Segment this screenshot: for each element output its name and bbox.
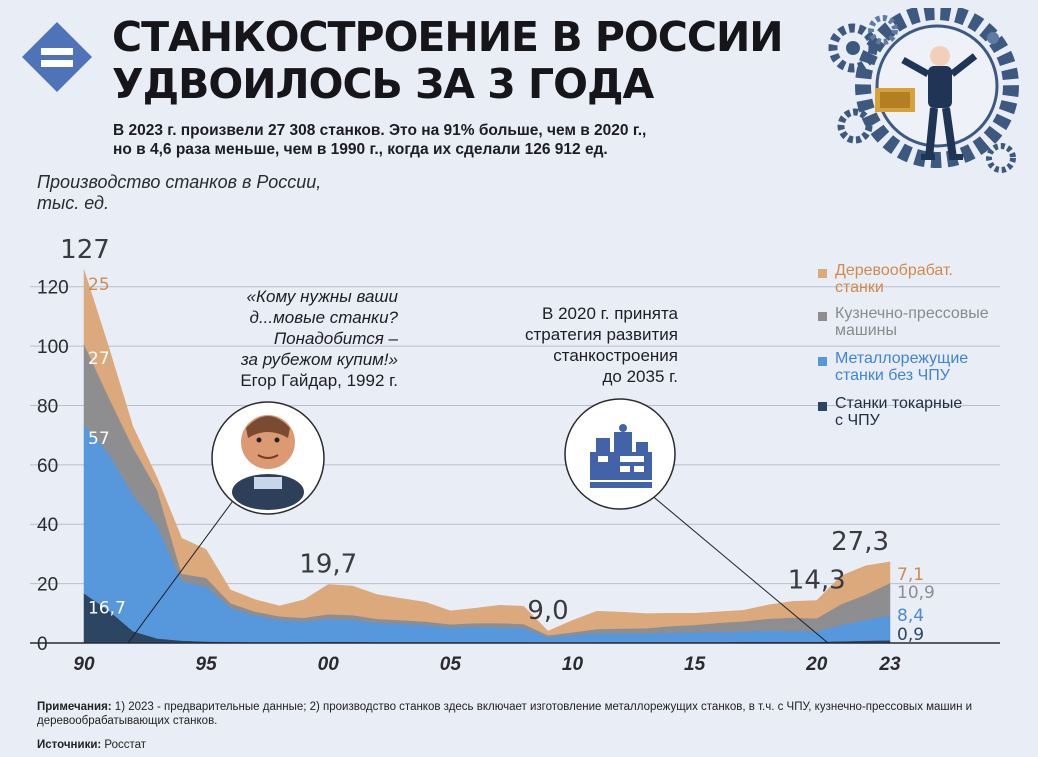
- legend-item-cnc: Станки токарные с ЧПУ: [818, 395, 1035, 429]
- footnote: Примечания: 1) 2023 - предварительные да…: [37, 700, 997, 728]
- chart-title-line-1: Производство станков в России,: [37, 172, 322, 192]
- segment-label-1990-cnc: 16,7: [88, 598, 126, 618]
- source-line: Источники: Росстат: [37, 739, 146, 751]
- total-label-2009: 9,0: [527, 596, 568, 626]
- machine-worker-illustration: [828, 8, 1019, 173]
- subtitle-line-1: В 2023 г. произвели 27 308 станков. Это …: [113, 122, 647, 139]
- legend-swatch: [818, 402, 827, 411]
- segment-label-1990-metal: 57: [88, 429, 110, 449]
- strategy-2020-note: В 2020 г. принята стратегия развития ста…: [524, 304, 678, 386]
- subtitle-line-2: но в 4,6 раза меньше, чем в 1990 г., ког…: [113, 141, 608, 158]
- legend-item-metal: Металлорежущие станки без ЧПУ: [818, 350, 1035, 384]
- legend-swatch: [818, 357, 827, 366]
- segment-label-2023-cnc: 0,9: [897, 625, 924, 645]
- y-tick-label: 40: [37, 515, 58, 536]
- x-tick-label: 15: [684, 654, 706, 675]
- total-label-2023: 27,3: [831, 527, 889, 557]
- y-tick-label: 100: [37, 337, 69, 358]
- x-tick-label: 10: [562, 654, 584, 675]
- y-tick-label: 0: [37, 634, 48, 655]
- area-series-wood: [83, 269, 891, 636]
- legend-item-forge: Кузнечно-прессовые машины: [818, 305, 1035, 339]
- x-tick-label: 20: [805, 654, 828, 675]
- x-tick-label: 90: [73, 654, 95, 675]
- y-tick-label: 120: [37, 278, 69, 299]
- strategy-callout-line: [649, 493, 829, 644]
- legend-item-wood: Деревообрабат. станки: [818, 262, 1035, 296]
- legend-label: Станки токарные с ЧПУ: [835, 395, 963, 429]
- source-text: Росстат: [101, 739, 147, 751]
- x-tick-label: 23: [878, 654, 901, 675]
- notes-text: 1) 2023 - предварительные данные; 2) про…: [37, 701, 973, 727]
- quote-callout-line: [127, 493, 239, 644]
- chart-title: Производство станков в России, тыс. ед.: [37, 172, 377, 214]
- politician-portrait-icon: [232, 415, 304, 510]
- segment-label-2023-metal: 8,4: [897, 606, 924, 626]
- segment-label-2023-wood: 7,1: [897, 565, 924, 585]
- segment-label-1990-wood: 25: [88, 275, 110, 295]
- segment-label-1990-forge: 27: [88, 349, 110, 369]
- x-tick-label: 00: [318, 654, 340, 675]
- x-tick-label: 05: [440, 654, 462, 675]
- y-tick-label: 80: [37, 396, 58, 417]
- quote-text: «Кому нужны ваши д...мовые станки? Понад…: [240, 287, 398, 369]
- y-tick-label: 20: [37, 575, 58, 596]
- quote-author: Егор Гайдар, 1992 г.: [240, 371, 398, 390]
- legend-label: Металлорежущие станки без ЧПУ: [835, 350, 969, 384]
- legend-swatch: [818, 312, 827, 321]
- page-title: СТАНКОСТРОЕНИЕ В РОССИИ УДВОИЛОСЬ ЗА 3 Г…: [112, 13, 784, 108]
- x-tick-label: 95: [196, 654, 218, 675]
- gaidar-quote: «Кому нужны ваши д...мовые станки? Понад…: [198, 286, 398, 391]
- page-subtitle: В 2023 г. произвели 27 308 станков. Это …: [113, 121, 793, 159]
- y-tick-label: 60: [37, 456, 58, 477]
- total-label-2020: 14,3: [788, 566, 846, 596]
- chart-title-line-2: тыс. ед.: [37, 193, 109, 213]
- legend-label: Кузнечно-прессовые машины: [835, 305, 989, 339]
- logo-icon: [22, 22, 92, 92]
- total-label-2000: 19,7: [299, 550, 357, 580]
- title-line-1: СТАНКОСТРОЕНИЕ В РОССИИ: [112, 13, 784, 61]
- source-label: Источники:: [37, 739, 102, 751]
- title-line-2: УДВОИЛОСЬ ЗА 3 ГОДА: [112, 60, 654, 108]
- notes-label: Примечания:: [37, 701, 112, 713]
- legend-label: Деревообрабат. станки: [835, 262, 953, 296]
- cnc-machine-icon: [590, 424, 652, 488]
- total-label-1990: 127: [60, 235, 110, 265]
- segment-label-2023-forge: 10,9: [897, 583, 935, 603]
- legend-swatch: [818, 269, 827, 278]
